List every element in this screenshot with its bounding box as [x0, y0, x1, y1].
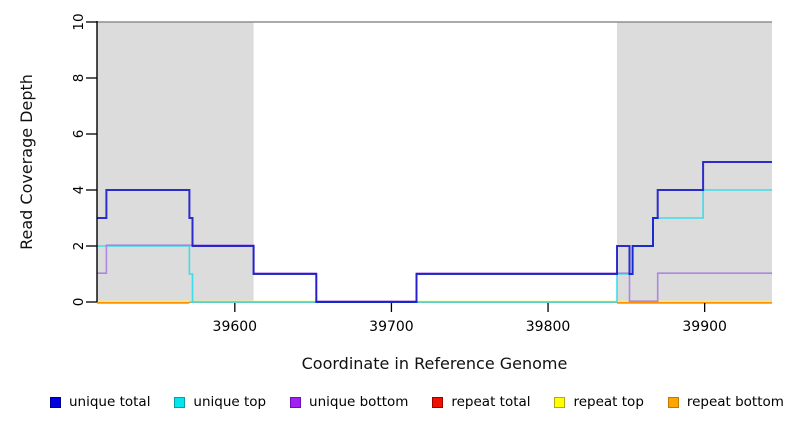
y-tick-label: 4	[71, 186, 87, 195]
x-tick-label: 39800	[526, 319, 571, 335]
legend-label: repeat bottom	[686, 394, 784, 410]
shaded-repeat-region	[97, 22, 254, 302]
legend-item-repeat-bottom: repeat bottom	[667, 394, 784, 410]
legend-item-unique-bottom: unique bottom	[290, 394, 408, 410]
chart-legend: unique total unique top unique bottom repea…	[0, 394, 792, 410]
legend-item-repeat-top: repeat top	[554, 394, 644, 410]
legend-swatch-icon	[290, 396, 302, 408]
series-line-unique-total	[97, 161, 772, 303]
legend-item-repeat-total: repeat total	[432, 394, 531, 410]
legend-swatch-icon	[554, 396, 566, 408]
x-tick-label: 39600	[213, 319, 258, 335]
legend-label: unique total	[69, 394, 151, 410]
y-tick-label: 0	[71, 298, 87, 307]
legend-swatch-icon	[50, 396, 61, 408]
x-tick-label: 39700	[369, 319, 414, 335]
legend-swatch-icon	[174, 396, 186, 408]
y-axis-title: Read Coverage Depth	[17, 74, 36, 250]
legend-swatch-icon	[432, 396, 444, 408]
legend-label: unique top	[193, 394, 267, 410]
x-axis-title: Coordinate in Reference Genome	[302, 354, 568, 373]
y-tick-label: 6	[71, 130, 87, 139]
y-tick-label: 2	[71, 242, 87, 251]
legend-label: unique bottom	[309, 394, 409, 410]
y-tick-label: 8	[71, 74, 87, 83]
x-tick-label: 39900	[682, 319, 727, 335]
legend-item-unique-top: unique top	[174, 394, 266, 410]
legend-label: repeat total	[451, 394, 531, 410]
coverage-chart: 0 2 4 6 8 10 39600 39700 39800 39900 Coordinate in…	[17, 13, 772, 373]
legend-item-unique-total: unique total	[50, 394, 150, 410]
legend-swatch-icon	[667, 396, 679, 408]
y-tick-label: 10	[71, 13, 87, 30]
legend-label: repeat top	[573, 394, 644, 410]
